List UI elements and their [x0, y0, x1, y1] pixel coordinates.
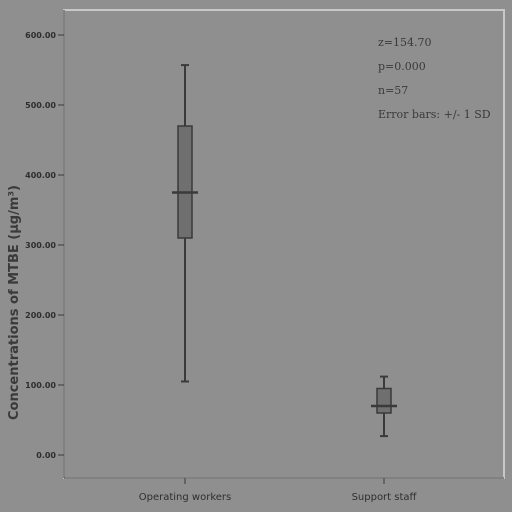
- y-axis-ticks: 0.00 100.00 200.00 300.00 400.00 500.00 600.00: [25, 31, 64, 460]
- x-axis-categories: Operating workers Support staff: [139, 478, 418, 503]
- y-tick-label: 400.00: [25, 171, 56, 180]
- y-tick-label: 200.00: [25, 311, 56, 320]
- y-tick-label: 0.00: [36, 451, 56, 460]
- x-category-label: Operating workers: [139, 492, 232, 503]
- y-tick-label: 600.00: [25, 31, 56, 40]
- y-tick-label: 500.00: [25, 101, 56, 110]
- box-iqr: [376, 387, 392, 414]
- y-axis-label: Concentrations of MTBE (μg/m³): [7, 185, 22, 420]
- statistics-annotation: z=154.70 p=0.000 n=57 Error bars: +/- 1 …: [378, 36, 491, 121]
- plot-frame: [63, 9, 505, 479]
- y-tick-label: 300.00: [25, 241, 56, 250]
- stat-line-error-bars: Error bars: +/- 1 SD: [378, 108, 491, 121]
- stat-line-z: z=154.70: [378, 36, 432, 49]
- box-group: [172, 64, 198, 383]
- box-series: [172, 64, 397, 438]
- y-tick-label: 100.00: [25, 381, 56, 390]
- box-iqr: [177, 125, 193, 239]
- box-group: [371, 375, 397, 438]
- stat-line-p: p=0.000: [378, 60, 426, 73]
- x-category-label: Support staff: [352, 492, 418, 503]
- stat-line-n: n=57: [378, 84, 408, 97]
